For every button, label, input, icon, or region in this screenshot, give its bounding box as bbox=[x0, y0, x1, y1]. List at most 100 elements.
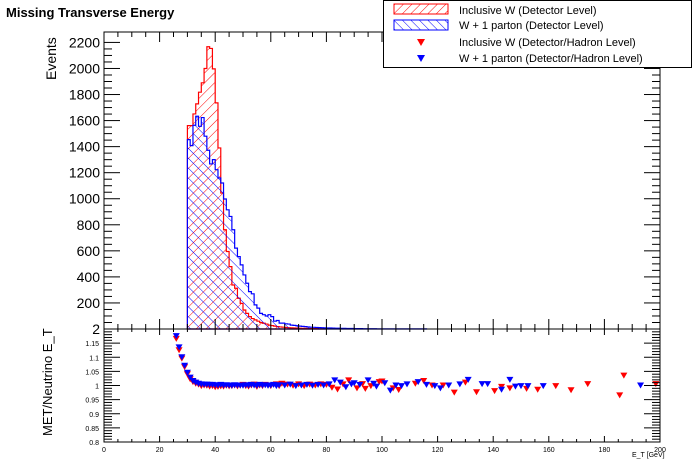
bottom-frame bbox=[103, 328, 661, 443]
ratio-point-inclusive-w bbox=[395, 387, 403, 394]
x-tick-label: 200 bbox=[654, 447, 666, 454]
ratio-point-w-plus-1-parton bbox=[314, 381, 322, 388]
ratio-point-w-plus-1-parton bbox=[436, 385, 444, 392]
ratio-point-w-plus-1-parton bbox=[281, 382, 289, 389]
legend-label: W + 1 parton (Detector/Hadron Level) bbox=[459, 53, 643, 65]
ratio-point-w-plus-1-parton bbox=[539, 383, 547, 390]
x-tick-label: 100 bbox=[376, 447, 388, 454]
ratio-point-w-plus-1-parton bbox=[637, 382, 645, 389]
ratio-point-w-plus-1-parton bbox=[275, 382, 283, 389]
histogram-w-plus-1-parton bbox=[186, 115, 428, 330]
ratio-point-w-plus-1-parton bbox=[183, 369, 191, 376]
ratio-point-inclusive-w bbox=[353, 385, 361, 392]
ratio-point-inclusive-w bbox=[584, 381, 592, 388]
ratio-point-w-plus-1-parton bbox=[372, 383, 380, 390]
ratio-point-w-plus-1-parton bbox=[445, 382, 453, 389]
x-tick-label: 80 bbox=[323, 447, 331, 454]
ratio-point-w-plus-1-parton bbox=[431, 383, 439, 390]
ratio-point-w-plus-1-parton bbox=[175, 344, 183, 351]
ratio-point-w-plus-1-parton bbox=[506, 376, 514, 383]
ratio-point-w-plus-1-parton bbox=[364, 377, 372, 384]
x-axis-label: E_T [GeV] bbox=[632, 452, 665, 459]
ratio-point-inclusive-w bbox=[473, 389, 481, 396]
y-tick-label: 1400 bbox=[69, 139, 100, 155]
ratio-point-w-plus-1-parton bbox=[456, 381, 464, 388]
ratio-point-w-plus-1-parton bbox=[186, 374, 194, 381]
x-tick-label: 0 bbox=[102, 447, 106, 454]
ratio-point-w-plus-1-parton bbox=[309, 382, 316, 389]
legend-marker-red-triangle bbox=[417, 39, 425, 46]
ratio-point-w-plus-1-parton bbox=[331, 377, 339, 384]
ratio-point-w-plus-1-parton bbox=[172, 333, 180, 340]
y-tick-label: 0.9 bbox=[89, 412, 99, 419]
ratio-point-inclusive-w bbox=[620, 372, 628, 379]
ratio-point-inclusive-w bbox=[345, 377, 353, 384]
ratio-point-w-plus-1-parton bbox=[524, 383, 532, 390]
x-tick-label: 40 bbox=[211, 447, 219, 454]
ratio-point-inclusive-w bbox=[652, 381, 660, 388]
ratio-point-inclusive-w bbox=[328, 384, 336, 391]
ratio-point-w-plus-1-parton bbox=[356, 381, 364, 388]
y-tick-label: 2000 bbox=[69, 60, 100, 76]
x-tick-label: 140 bbox=[487, 447, 499, 454]
y-tick-label: 600 bbox=[77, 243, 101, 259]
ratio-point-w-plus-1-parton bbox=[342, 384, 350, 391]
ratio-point-inclusive-w bbox=[552, 383, 560, 390]
axes-layer: 0 20 40 60 80 100 120 140 160 180 2002200400600800… bbox=[69, 31, 666, 454]
y-tick-label: 800 bbox=[77, 217, 101, 233]
y-axis-label-bottom: MET/Neutrino E_T bbox=[40, 328, 55, 436]
ratio-point-w-plus-1-parton bbox=[403, 381, 411, 388]
legend-label: Inclusive W (Detector/Hadron Level) bbox=[459, 37, 636, 49]
legend-label: W + 1 parton (Detector Level) bbox=[459, 20, 604, 32]
legend-label: Inclusive W (Detector Level) bbox=[459, 5, 597, 17]
y-axis-label-top: Events bbox=[43, 37, 59, 80]
ratio-point-w-plus-1-parton bbox=[381, 380, 389, 387]
legend-swatch-red-hatch bbox=[393, 3, 449, 15]
ratio-point-inclusive-w bbox=[361, 385, 369, 392]
ratio-point-w-plus-1-parton bbox=[297, 382, 305, 389]
ratio-point-w-plus-1-parton bbox=[478, 381, 486, 388]
x-tick-label: 20 bbox=[156, 447, 164, 454]
ratio-point-w-plus-1-parton bbox=[386, 387, 394, 394]
ratio-point-inclusive-w bbox=[506, 385, 514, 392]
y-tick-label: 400 bbox=[77, 269, 101, 285]
ratio-point-w-plus-1-parton bbox=[484, 381, 492, 388]
ratio-point-inclusive-w bbox=[420, 377, 428, 384]
ratio-point-w-plus-1-parton bbox=[392, 382, 400, 389]
ratio-point-w-plus-1-parton bbox=[350, 380, 358, 387]
ratio-point-w-plus-1-parton bbox=[498, 386, 506, 393]
y-tick-label: 200 bbox=[77, 295, 101, 311]
y-tick-label: 0.95 bbox=[85, 398, 99, 405]
ratio-point-inclusive-w bbox=[534, 386, 542, 393]
ratio-point-w-plus-1-parton bbox=[292, 383, 300, 390]
ratio-point-inclusive-w bbox=[461, 379, 469, 386]
ratio-point-w-plus-1-parton bbox=[178, 354, 186, 361]
y-tick-label: 1200 bbox=[69, 165, 100, 181]
x-tick-label: 60 bbox=[267, 447, 275, 454]
ratio-point-w-plus-1-parton bbox=[303, 381, 311, 388]
y-tick-label: 1.15 bbox=[85, 341, 99, 348]
legend-swatch-blue-hatch bbox=[393, 19, 449, 31]
ratio-point-w-plus-1-parton bbox=[397, 383, 405, 390]
ratio-point-inclusive-w bbox=[378, 378, 386, 385]
ratio-point-w-plus-1-parton bbox=[517, 383, 525, 390]
y-tick-label: 1600 bbox=[69, 113, 100, 129]
ratio-point-w-plus-1-parton bbox=[336, 379, 344, 386]
ratio-point-w-plus-1-parton bbox=[320, 382, 328, 389]
x-tick-label: 180 bbox=[599, 447, 611, 454]
y-tick-label: 1.05 bbox=[85, 369, 99, 376]
ratio-point-w-plus-1-parton bbox=[422, 381, 430, 388]
histogram-layer bbox=[186, 46, 428, 330]
y-tick-label: 2200 bbox=[69, 34, 100, 50]
chart-title: Missing Transverse Energy bbox=[6, 5, 175, 20]
ratio-point-w-plus-1-parton bbox=[286, 381, 294, 388]
y-tick-label: 2 bbox=[92, 321, 100, 337]
y-tick-label: 1000 bbox=[69, 191, 100, 207]
x-tick-label: 120 bbox=[432, 447, 444, 454]
ratio-point-inclusive-w bbox=[450, 389, 458, 396]
y-tick-label: 1.1 bbox=[89, 355, 99, 362]
ratio-point-inclusive-w bbox=[491, 388, 499, 395]
ratio-point-w-plus-1-parton bbox=[464, 376, 472, 383]
legend: Inclusive W (Detector Level) W + 1 parto… bbox=[383, 0, 692, 68]
